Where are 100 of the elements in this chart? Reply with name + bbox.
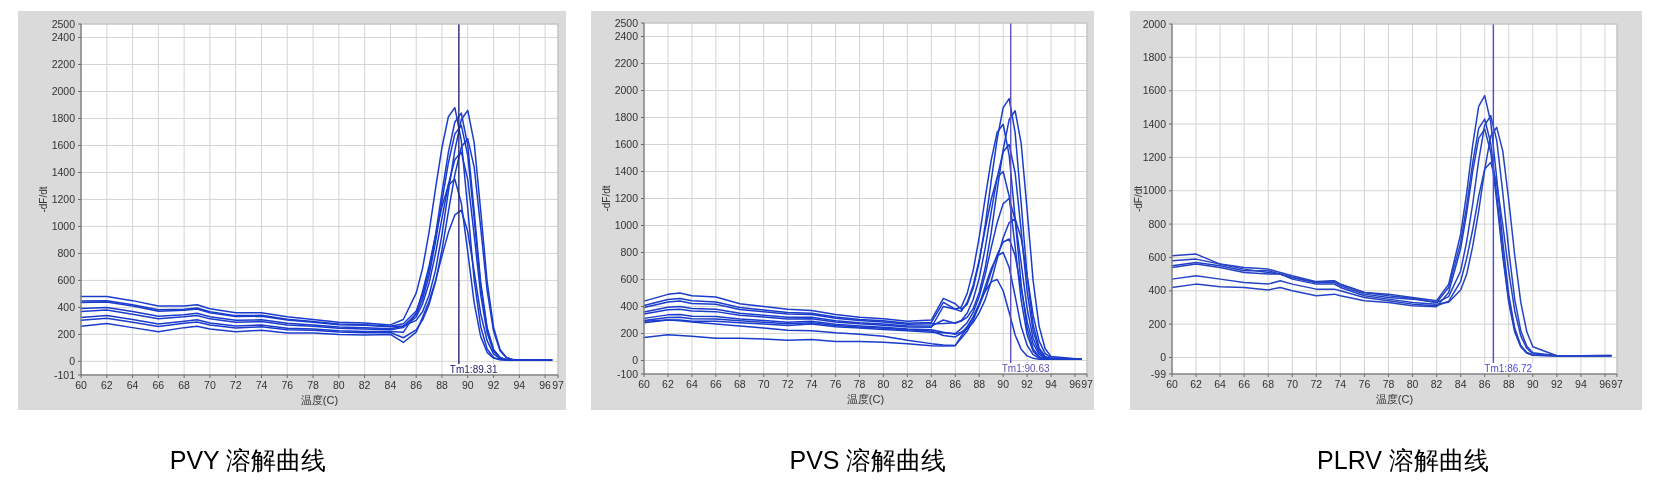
x-tick-label: 92: [487, 379, 500, 391]
x-tick-label: 72: [781, 378, 794, 390]
x-tick-label: 92: [1021, 378, 1034, 390]
y-tick-label: 600: [1148, 251, 1167, 264]
x-tick-label: 64: [1214, 378, 1227, 390]
y-axis-title: -dF/dt: [1132, 185, 1144, 213]
y-tick-label: 1600: [1142, 84, 1167, 97]
y-tick-label: 2200: [614, 57, 639, 70]
x-tick-label: 76: [1358, 378, 1371, 390]
x-tick-label: 97: [1611, 378, 1623, 390]
x-tick-label: 74: [1334, 378, 1347, 390]
x-tick-label: 82: [358, 379, 371, 391]
y-axis-title: -dF/dt: [600, 185, 612, 212]
y-tick-label: 2400: [51, 31, 76, 44]
x-tick-label: 96: [1069, 378, 1082, 390]
y-tick-label: 1000: [1142, 184, 1167, 197]
y-tick-label: 1800: [51, 112, 76, 125]
x-tick-label: 70: [757, 378, 770, 390]
y-tick-label: 0: [69, 354, 76, 367]
x-tick-label: 80: [332, 379, 345, 391]
y-tick-label: -99: [1150, 367, 1167, 380]
x-tick-label: 90: [461, 379, 474, 391]
x-tick-label: 70: [1286, 378, 1299, 390]
x-tick-label: 86: [410, 379, 423, 391]
y-tick-label: 200: [620, 327, 639, 340]
y-tick-label: 1400: [1142, 117, 1167, 130]
y-tick-label: 600: [620, 273, 639, 286]
x-tick-label: 86: [949, 378, 962, 390]
text: PVY 溶解曲线: [169, 446, 327, 474]
x-tick-label: 82: [901, 378, 914, 390]
x-tick-label: 97: [552, 379, 564, 391]
x-tick-label: 84: [925, 378, 938, 390]
x-tick-label: 94: [513, 379, 526, 391]
x-tick-label: 60: [1166, 378, 1178, 390]
x-tick-label: 96: [539, 379, 552, 391]
x-tick-label: 78: [307, 379, 320, 391]
x-tick-label: 64: [686, 378, 698, 390]
y-tick-label: 200: [57, 327, 76, 340]
x-tick-label: 70: [204, 379, 216, 391]
x-tick-label: 66: [709, 378, 722, 390]
y-tick-label: 800: [1148, 217, 1167, 230]
y-tick-label: 800: [620, 246, 639, 259]
y-tick-label: -100: [616, 367, 639, 380]
text: PVS 溶解曲线: [789, 446, 947, 474]
x-tick-label: 68: [1262, 378, 1275, 390]
y-tick-label: 1600: [51, 139, 76, 152]
y-tick-label: 1600: [614, 138, 639, 151]
x-axis-title: 温度(C): [300, 394, 339, 406]
x-tick-label: 68: [733, 378, 746, 390]
x-tick-label: 60: [75, 379, 87, 391]
y-tick-label: 1000: [51, 220, 76, 233]
y-tick-label: 2000: [614, 84, 639, 97]
x-tick-label: 72: [229, 379, 242, 391]
y-tick-label: 2400: [614, 30, 639, 43]
x-tick-label: 76: [829, 378, 842, 390]
x-tick-label: 78: [1382, 378, 1395, 390]
x-tick-label: 88: [1502, 378, 1515, 390]
x-tick-label: 66: [1238, 378, 1251, 390]
y-tick-label: 2500: [614, 16, 639, 29]
ref-line-label: Tm1:90.63: [1001, 363, 1050, 374]
x-tick-label: 74: [805, 378, 818, 390]
x-tick-label: 84: [1454, 378, 1467, 390]
x-tick-label: 64: [126, 379, 139, 391]
x-tick-label: 94: [1575, 378, 1587, 390]
y-tick-label: 1000: [614, 219, 639, 232]
x-tick-label: 90: [1526, 378, 1539, 390]
y-tick-label: 1200: [1142, 151, 1167, 163]
x-tick-label: 90: [997, 378, 1010, 390]
x-tick-label: 66: [152, 379, 165, 391]
x-tick-label: 82: [1430, 378, 1443, 390]
ref-line-label: Tm1:89.31: [449, 364, 499, 375]
y-tick-label: 2500: [51, 17, 76, 30]
x-tick-label: 72: [1310, 378, 1323, 390]
x-tick-label: 88: [973, 378, 986, 390]
x-tick-label: 80: [1406, 378, 1419, 390]
y-tick-label: 2200: [51, 58, 76, 71]
x-tick-label: 76: [281, 379, 294, 391]
y-tick-label: 400: [1148, 284, 1167, 297]
y-tick-label: 600: [57, 274, 76, 286]
y-tick-label: 800: [57, 247, 76, 260]
x-tick-label: 62: [662, 378, 674, 390]
y-tick-label: 2000: [1142, 17, 1167, 30]
text: PLRV 溶解曲线: [1317, 446, 1489, 474]
x-tick-label: 96: [1599, 378, 1611, 390]
y-tick-label: 0: [632, 354, 639, 367]
x-tick-label: 86: [1478, 378, 1491, 390]
y-tick-label: 1800: [614, 111, 639, 124]
y-tick-label: 400: [620, 300, 639, 313]
y-tick-label: -101: [53, 368, 76, 381]
y-tick-label: 1400: [614, 165, 639, 178]
x-tick-label: 62: [1190, 378, 1203, 390]
x-tick-label: 88: [436, 379, 448, 391]
ref-line-label: Tm1:86.72: [1484, 363, 1533, 374]
y-tick-label: 1200: [51, 193, 76, 206]
y-tick-label: 1400: [51, 166, 76, 179]
y-tick-label: 200: [1148, 317, 1167, 330]
x-tick-label: 94: [1045, 378, 1058, 390]
x-tick-label: 62: [100, 379, 113, 391]
y-tick-label: 1800: [1142, 50, 1167, 63]
y-tick-label: 1200: [614, 192, 639, 205]
